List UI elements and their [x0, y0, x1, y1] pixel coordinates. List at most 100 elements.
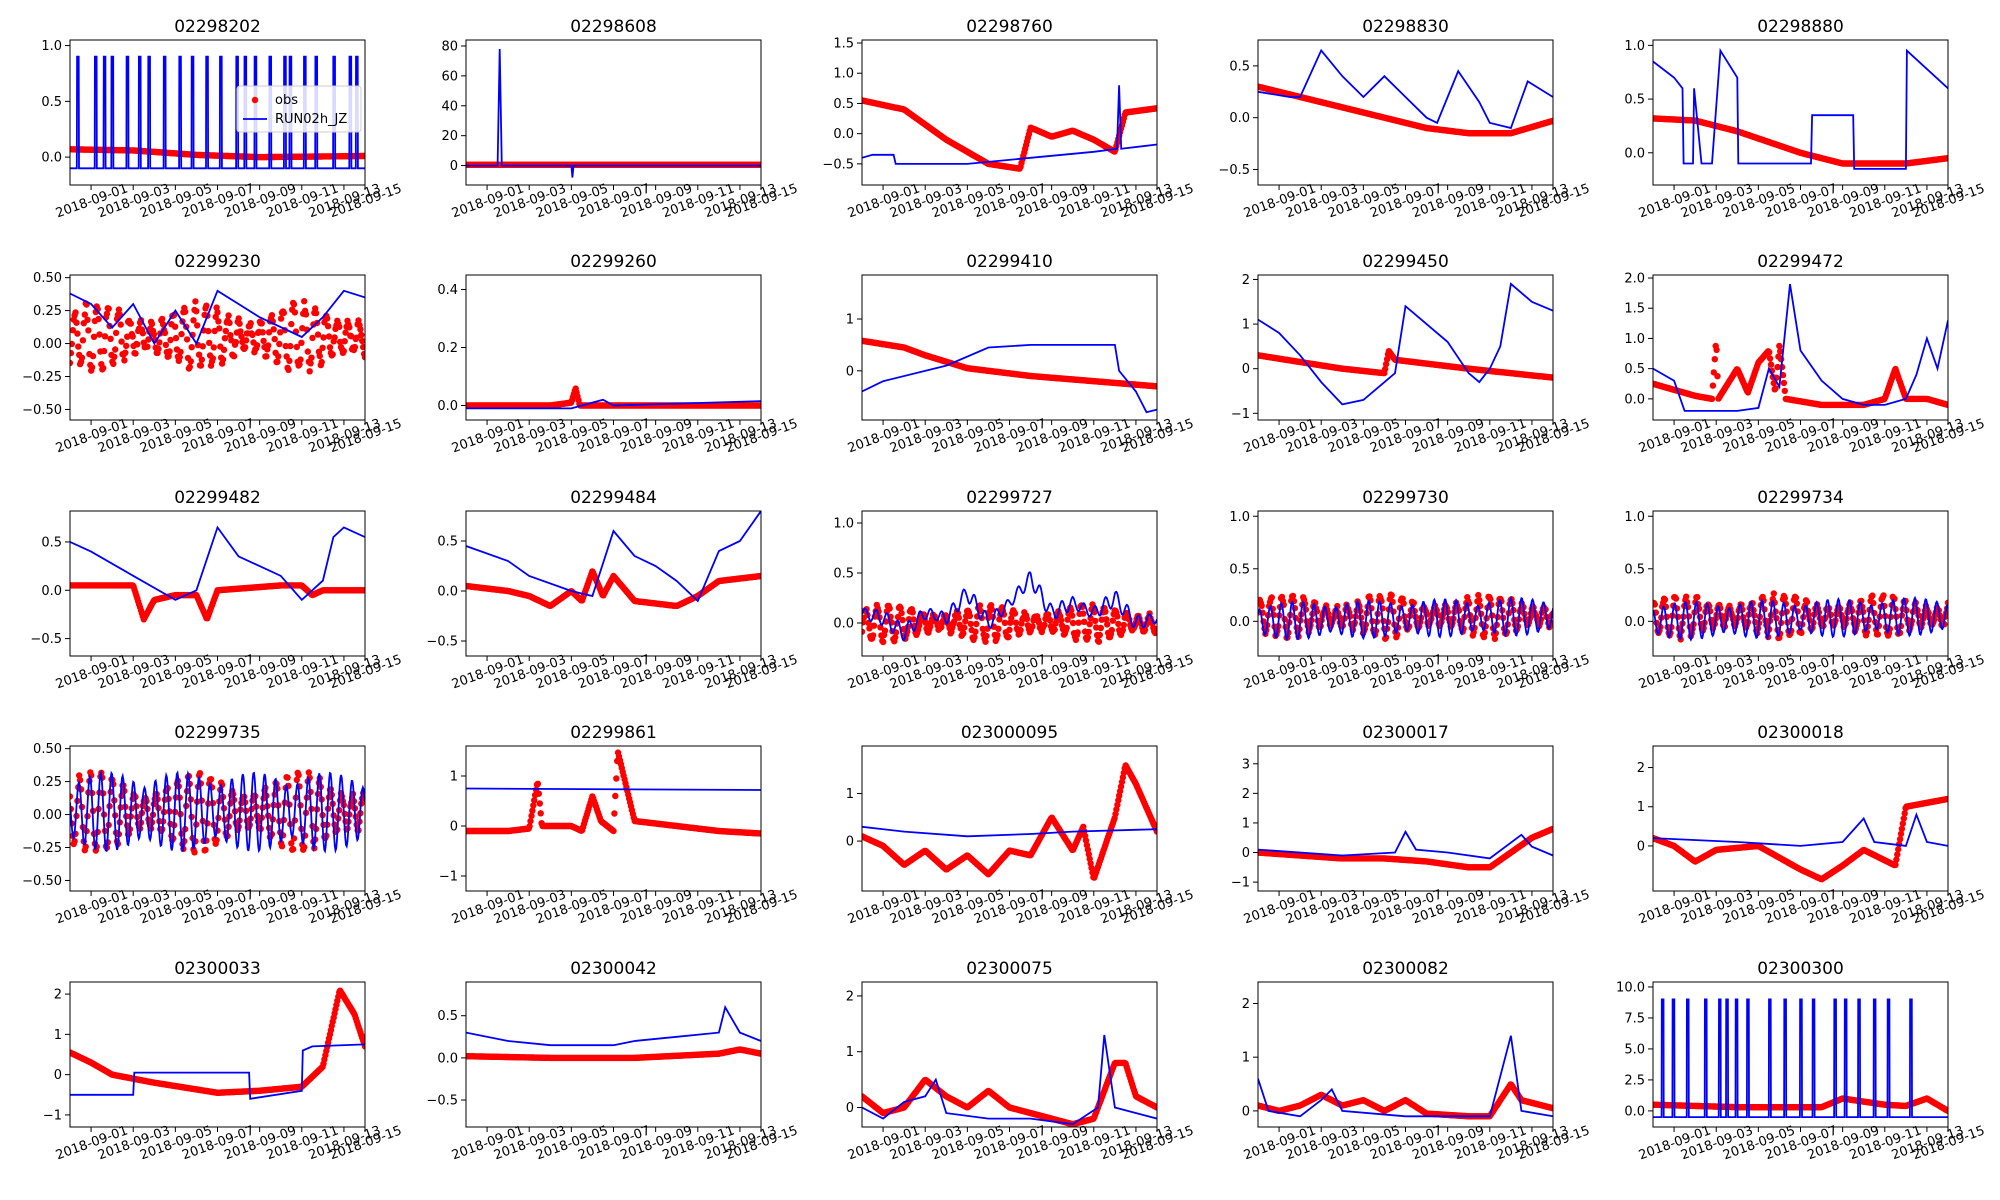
obs-point — [341, 338, 348, 345]
panel-12: 02299484−0.50.00.52018-09-012018-09-0320… — [426, 488, 800, 692]
obs-point — [198, 356, 205, 363]
obs-point — [1781, 387, 1789, 395]
obs-point — [265, 342, 272, 349]
obs-point — [1109, 617, 1117, 624]
obs-point — [144, 343, 151, 350]
panel-title: 02299472 — [1757, 252, 1844, 272]
obs-point — [1708, 395, 1716, 403]
obs-point — [178, 330, 185, 338]
obs-point — [995, 625, 1002, 632]
obs-point — [103, 310, 111, 317]
obs-point — [318, 358, 325, 366]
obs-point — [302, 311, 310, 318]
obs-point — [1653, 601, 1658, 608]
obs-point — [1475, 591, 1482, 599]
obs-point — [1029, 623, 1036, 630]
obs-point — [183, 336, 191, 343]
obs-point — [870, 622, 878, 629]
panel-title: 02299484 — [570, 488, 657, 508]
y-tick-label: 0.2 — [437, 341, 458, 356]
obs-point — [216, 325, 223, 332]
obs-point — [886, 605, 893, 612]
plot-area — [862, 571, 1157, 646]
plot-area — [1258, 591, 1553, 642]
obs-point — [1046, 617, 1054, 624]
y-tick-label: 1.0 — [1624, 39, 1645, 54]
legend-obs-label: obs — [275, 93, 298, 108]
plot-area — [466, 48, 761, 178]
obs-point — [225, 312, 232, 319]
obs-point — [319, 344, 326, 351]
obs-point — [237, 328, 244, 335]
obs-point — [1063, 624, 1070, 632]
obs-point — [288, 320, 295, 328]
obs-series — [1653, 342, 1948, 409]
plot-area — [1653, 283, 1948, 412]
y-tick-label: 1.0 — [833, 67, 854, 82]
obs-point — [1289, 592, 1297, 600]
obs-point — [115, 306, 123, 313]
obs-point — [297, 356, 304, 363]
obs-point — [166, 348, 173, 355]
y-tick-label: 2 — [1242, 273, 1250, 288]
obs-point — [156, 339, 163, 346]
obs-point — [215, 318, 222, 325]
obs-point — [222, 327, 229, 335]
obs-point — [361, 152, 365, 160]
obs-point — [293, 343, 300, 351]
obs-point — [1268, 594, 1276, 601]
model-series — [466, 48, 761, 178]
obs-point — [134, 341, 141, 348]
obs-point — [1153, 626, 1157, 633]
obs-point — [342, 329, 349, 336]
obs-point — [274, 358, 281, 366]
plot-area — [1653, 47, 1948, 170]
obs-point — [1153, 105, 1157, 112]
obs-point — [100, 347, 108, 355]
obs-point — [1114, 613, 1121, 620]
obs-point — [107, 335, 114, 342]
y-tick-label: 0 — [450, 159, 458, 174]
panel-title: 02298202 — [174, 17, 261, 37]
obs-point — [1104, 621, 1111, 628]
obs-point — [346, 324, 353, 331]
plot-area — [70, 525, 365, 623]
y-tick-label: 0.0 — [41, 584, 62, 599]
obs-point — [757, 572, 761, 580]
obs-point — [892, 634, 899, 641]
y-tick-label: 0.0 — [1229, 111, 1250, 126]
obs-point — [95, 315, 102, 323]
obs-point — [1103, 616, 1110, 623]
model-series — [1258, 48, 1553, 130]
obs-point — [976, 602, 984, 609]
obs-point — [1766, 349, 1773, 356]
y-tick-label: 0 — [1242, 362, 1250, 377]
plot-area — [862, 337, 1157, 414]
obs-point — [994, 632, 1001, 639]
obs-point — [862, 628, 866, 635]
panel-8: 02299410012018-09-012018-09-032018-09-05… — [846, 252, 1196, 456]
model-series — [1653, 47, 1948, 170]
model-series — [70, 289, 365, 346]
obs-point — [101, 333, 109, 340]
obs-point — [271, 335, 278, 343]
obs-point — [162, 341, 170, 349]
obs-point — [203, 302, 210, 309]
obs-point — [298, 339, 305, 346]
obs-point — [238, 333, 245, 340]
obs-point — [1772, 385, 1779, 392]
obs-series — [466, 568, 761, 610]
model-series — [862, 85, 1157, 165]
obs-point — [1001, 619, 1009, 626]
obs-point — [898, 609, 905, 617]
obs-point — [282, 342, 289, 350]
obs-point — [1549, 374, 1553, 381]
obs-point — [336, 323, 343, 330]
axes-frame — [1257, 39, 1554, 186]
y-tick-label: 0.0 — [437, 585, 458, 600]
obs-point — [1711, 356, 1719, 363]
obs-point — [955, 614, 962, 621]
obs-point — [1767, 361, 1775, 368]
obs-point — [910, 616, 917, 623]
